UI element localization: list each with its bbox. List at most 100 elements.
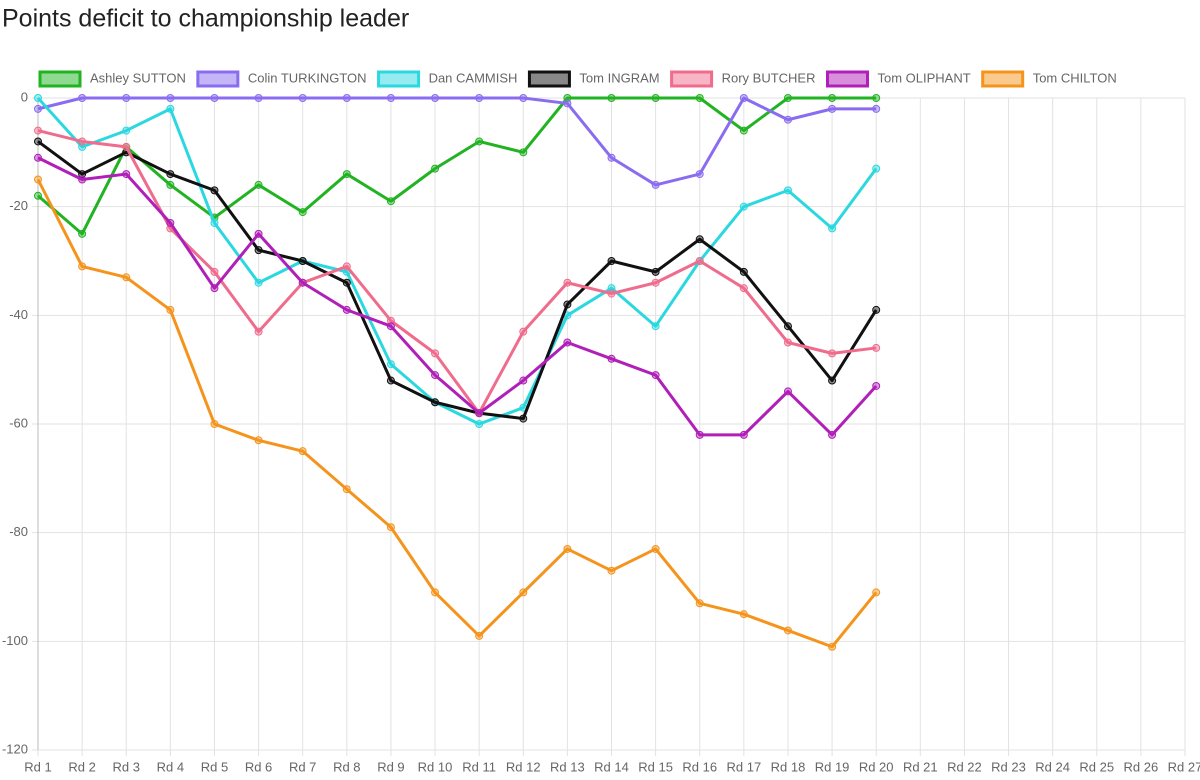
data-point	[607, 257, 616, 265]
data-point	[254, 180, 263, 189]
series-line	[37, 96, 877, 187]
data-point	[651, 267, 660, 276]
legend-swatch	[527, 70, 571, 88]
data-point	[386, 376, 395, 385]
data-point	[828, 94, 837, 102]
x-tick-label: Rd 25	[1079, 759, 1114, 774]
data-point	[34, 104, 42, 113]
data-point	[563, 338, 572, 347]
data-point	[695, 94, 704, 102]
data-point	[254, 94, 263, 102]
data-point	[386, 523, 395, 532]
data-point	[166, 218, 175, 227]
legend-swatch	[981, 70, 1025, 88]
data-point	[254, 436, 263, 445]
data-point	[386, 322, 395, 331]
data-point	[607, 284, 616, 293]
data-point	[607, 289, 616, 298]
data-point	[872, 305, 881, 314]
data-point	[695, 599, 704, 608]
legend-label: Tom INGRAM	[579, 70, 659, 85]
data-point	[651, 322, 660, 331]
legend-swatch	[196, 70, 240, 88]
data-point	[651, 544, 660, 553]
data-point	[431, 588, 440, 597]
data-point	[254, 327, 263, 336]
data-point	[431, 94, 440, 102]
data-point	[783, 338, 792, 347]
data-point	[122, 126, 131, 135]
series-line	[37, 96, 877, 236]
data-point	[298, 257, 307, 265]
data-point	[254, 278, 263, 287]
y-tick-label: 0	[21, 89, 28, 104]
data-point	[828, 349, 837, 358]
data-point	[607, 94, 616, 102]
y-tick-label: -60	[9, 415, 28, 430]
x-tick-label: Rd 19	[815, 759, 850, 774]
data-point	[872, 343, 881, 352]
y-tick-label: -80	[9, 524, 28, 539]
data-point	[210, 94, 219, 102]
data-point	[651, 371, 660, 380]
x-tick-label: Rd 13	[550, 759, 585, 774]
data-point	[386, 316, 395, 325]
x-tick-label: Rd 5	[201, 759, 228, 774]
data-point	[475, 631, 484, 640]
data-point	[254, 229, 263, 238]
data-point	[607, 354, 616, 363]
legend-swatch	[826, 70, 869, 88]
x-tick-label: Rd 4	[157, 759, 184, 774]
data-point	[828, 376, 837, 385]
data-point	[828, 104, 837, 113]
chart-title: Points deficit to championship leader	[2, 5, 409, 33]
data-point	[78, 170, 87, 179]
data-point	[519, 327, 528, 336]
x-tick-label: Rd 23	[991, 759, 1026, 774]
data-point	[122, 142, 131, 151]
data-point	[298, 278, 307, 287]
data-point	[519, 588, 528, 597]
data-point	[695, 430, 704, 439]
data-point	[166, 305, 175, 314]
data-point	[431, 349, 440, 358]
data-point	[34, 175, 42, 184]
data-point	[563, 94, 572, 102]
data-point	[298, 208, 307, 217]
x-tick-label: Rd 1	[24, 759, 51, 774]
x-tick-label: Rd 12	[506, 759, 541, 774]
data-point	[783, 115, 792, 124]
data-point	[739, 126, 748, 135]
data-point	[783, 626, 792, 635]
data-point	[210, 420, 219, 428]
data-point	[298, 94, 307, 102]
data-point	[342, 262, 351, 271]
legend-label: Dan CAMMISH	[429, 70, 518, 85]
series-line	[37, 129, 877, 415]
data-point	[34, 191, 42, 200]
legend-swatch	[38, 70, 82, 88]
data-point	[519, 376, 528, 385]
legend-label: Colin TURKINGTON	[248, 70, 367, 85]
x-tick-label: Rd 11	[462, 759, 496, 774]
data-point	[386, 360, 395, 369]
legend-label: Tom CHILTON	[1033, 70, 1117, 85]
x-tick-label: Rd 20	[859, 759, 894, 774]
data-point	[34, 153, 42, 162]
legend-label: Tom OLIPHANT	[878, 70, 971, 85]
data-point	[122, 273, 131, 282]
data-point	[475, 420, 484, 428]
data-point	[210, 186, 219, 195]
data-point	[166, 94, 175, 102]
data-point	[78, 94, 87, 102]
data-point	[122, 170, 131, 179]
x-tick-label: Rd 8	[333, 759, 360, 774]
data-point	[739, 267, 748, 276]
data-point	[342, 170, 351, 179]
data-point	[828, 430, 837, 439]
data-point	[342, 485, 351, 494]
x-tick-label: Rd 14	[594, 759, 629, 774]
x-tick-label: Rd 21	[903, 759, 938, 774]
data-point	[78, 142, 87, 151]
data-point	[342, 278, 351, 287]
